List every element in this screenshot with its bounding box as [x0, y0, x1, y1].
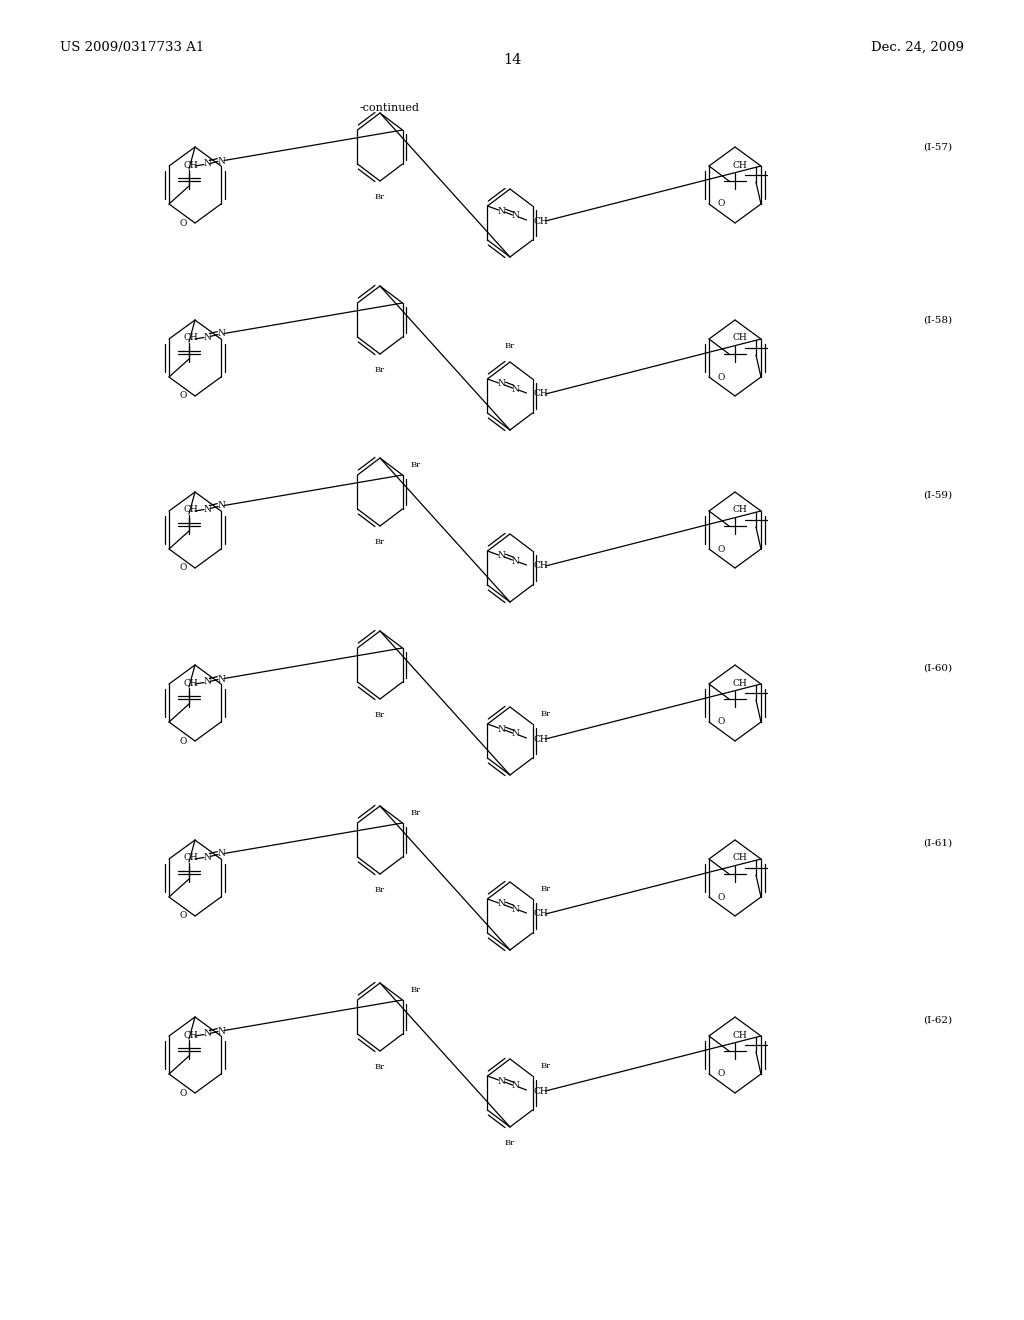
Text: Br: Br: [375, 886, 385, 894]
Text: N: N: [203, 160, 211, 169]
Text: N: N: [203, 1030, 211, 1039]
Text: CH: CH: [534, 561, 548, 570]
Text: N: N: [217, 330, 225, 338]
Text: Dec. 24, 2009: Dec. 24, 2009: [871, 41, 964, 54]
Text: N: N: [203, 504, 211, 513]
Text: N: N: [217, 850, 225, 858]
Text: Br: Br: [541, 886, 550, 894]
Text: O: O: [179, 219, 186, 227]
Text: CH: CH: [183, 161, 198, 169]
Text: CH: CH: [183, 334, 198, 342]
Text: CH: CH: [732, 506, 746, 515]
Text: N: N: [203, 853, 211, 862]
Text: CH: CH: [534, 216, 548, 226]
Text: O: O: [718, 718, 725, 726]
Text: O: O: [179, 912, 186, 920]
Text: Br: Br: [375, 193, 385, 201]
Text: Br: Br: [375, 1063, 385, 1071]
Text: Br: Br: [411, 462, 420, 470]
Text: CH: CH: [183, 854, 198, 862]
Text: N: N: [498, 1077, 506, 1085]
Text: -continued: -continued: [360, 103, 420, 114]
Text: Br: Br: [541, 710, 550, 718]
Text: Br: Br: [411, 809, 420, 817]
Text: CH: CH: [534, 909, 548, 919]
Text: N: N: [512, 557, 519, 565]
Text: N: N: [512, 211, 519, 220]
Text: O: O: [718, 892, 725, 902]
Text: CH: CH: [183, 1031, 198, 1040]
Text: CH: CH: [732, 161, 746, 169]
Text: N: N: [498, 206, 506, 215]
Text: O: O: [179, 564, 186, 573]
Text: N: N: [512, 904, 519, 913]
Text: O: O: [718, 199, 725, 209]
Text: N: N: [217, 502, 225, 511]
Text: CH: CH: [534, 1086, 548, 1096]
Text: N: N: [512, 384, 519, 393]
Text: Br: Br: [505, 342, 515, 350]
Text: (I-57): (I-57): [924, 143, 952, 152]
Text: O: O: [718, 1069, 725, 1078]
Text: CH: CH: [732, 854, 746, 862]
Text: CH: CH: [732, 334, 746, 342]
Text: O: O: [718, 544, 725, 553]
Text: Br: Br: [541, 1063, 550, 1071]
Text: O: O: [179, 392, 186, 400]
Text: (I-58): (I-58): [924, 315, 952, 325]
Text: N: N: [217, 1027, 225, 1035]
Text: CH: CH: [534, 734, 548, 743]
Text: (I-62): (I-62): [924, 1015, 952, 1024]
Text: N: N: [512, 730, 519, 738]
Text: N: N: [217, 157, 225, 165]
Text: CH: CH: [183, 678, 198, 688]
Text: CH: CH: [534, 389, 548, 399]
Text: Br: Br: [505, 1139, 515, 1147]
Text: (I-61): (I-61): [924, 838, 952, 847]
Text: (I-59): (I-59): [924, 491, 952, 499]
Text: N: N: [498, 380, 506, 388]
Text: CH: CH: [183, 506, 198, 515]
Text: O: O: [179, 1089, 186, 1097]
Text: O: O: [718, 372, 725, 381]
Text: N: N: [217, 675, 225, 684]
Text: N: N: [498, 725, 506, 734]
Text: 14: 14: [503, 53, 521, 67]
Text: CH: CH: [732, 678, 746, 688]
Text: O: O: [179, 737, 186, 746]
Text: US 2009/0317733 A1: US 2009/0317733 A1: [60, 41, 204, 54]
Text: Br: Br: [375, 366, 385, 374]
Text: Br: Br: [411, 986, 420, 994]
Text: CH: CH: [732, 1031, 746, 1040]
Text: N: N: [203, 333, 211, 342]
Text: (I-60): (I-60): [924, 664, 952, 672]
Text: N: N: [498, 552, 506, 561]
Text: N: N: [512, 1081, 519, 1090]
Text: N: N: [203, 677, 211, 686]
Text: Br: Br: [375, 711, 385, 719]
Text: Br: Br: [375, 539, 385, 546]
Text: N: N: [498, 899, 506, 908]
